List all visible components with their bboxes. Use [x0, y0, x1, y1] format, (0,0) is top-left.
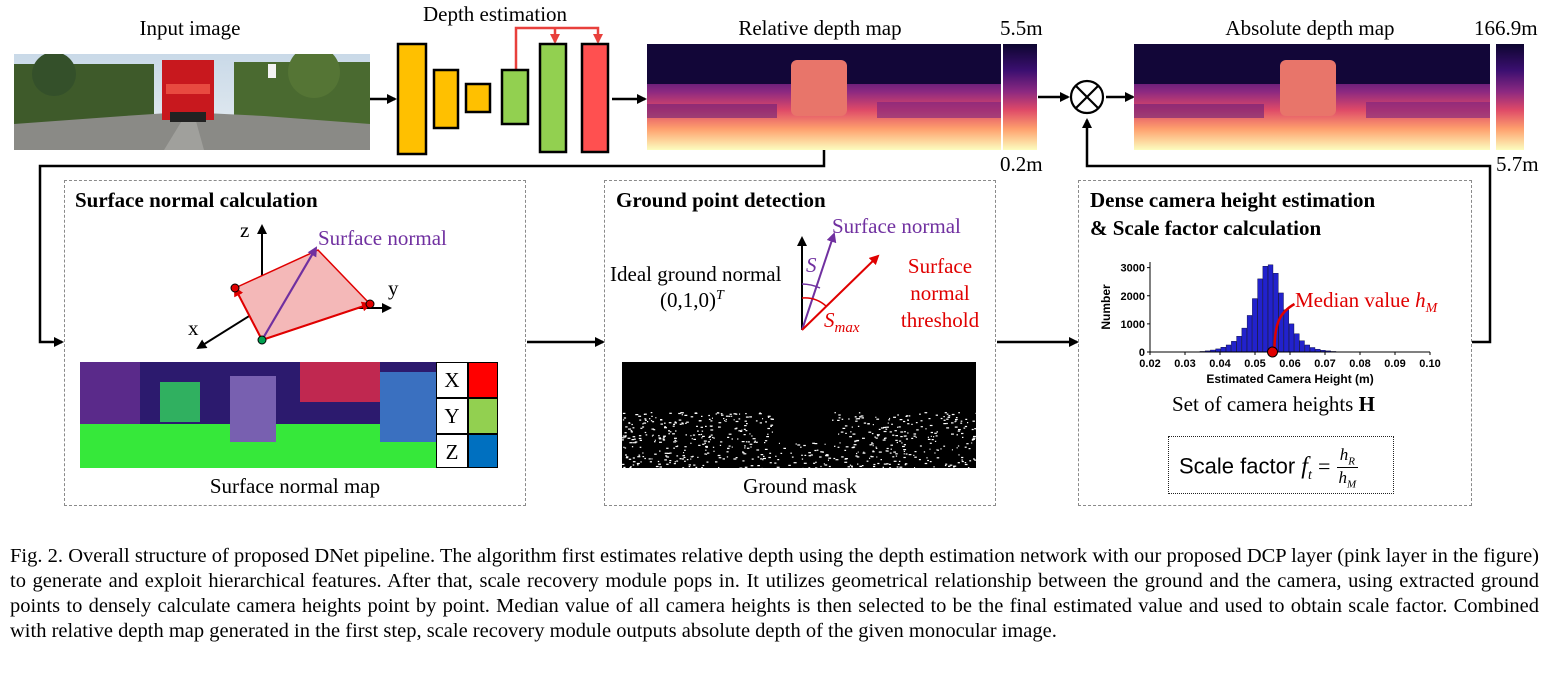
pipeline-arrows [38, 26, 1492, 347]
relative-min-label: 0.2m [1000, 152, 1043, 176]
surface-normal-label-2: Surface normal [832, 214, 961, 238]
y-tick-label: 2000 [1121, 291, 1145, 303]
median-value-label: Median value hM [1295, 288, 1438, 317]
threshold-label-2: normal [910, 281, 970, 305]
depth-network [396, 42, 610, 156]
y-axis-label: Number [1099, 284, 1113, 330]
surface-normal-title: Surface normal calculation [75, 188, 318, 212]
x-tick-label: 0.06 [1279, 358, 1300, 370]
histogram-bar [1304, 344, 1310, 353]
axis-x-label: x [188, 316, 199, 340]
ground-point-box [604, 180, 996, 506]
camera-height-title-1: Dense camera height estimation [1090, 188, 1376, 212]
threshold-label-3: threshold [900, 308, 980, 332]
legend-x-text: X [444, 368, 460, 392]
histogram-bar [1294, 333, 1300, 353]
surface-normal-vector [801, 232, 837, 331]
x-tick-label: 0.02 [1139, 358, 1160, 370]
histogram-bar [1236, 336, 1242, 353]
x-tick-label: 0.07 [1314, 358, 1335, 370]
ground-point-title: Ground point detection [616, 188, 826, 212]
encoder-layer-2 [432, 68, 460, 130]
relative-colorbar [1003, 44, 1037, 150]
surface-normal-diagram [196, 224, 392, 350]
legend-y-text: Y [444, 404, 460, 428]
histogram-bar [1283, 309, 1289, 353]
histogram-bar [1220, 347, 1226, 353]
relative-max-label: 5.5m [1000, 16, 1043, 40]
encoder-layer-1 [396, 42, 428, 156]
legend-z-swatch [468, 434, 498, 468]
x-tick-label: 0.05 [1244, 358, 1265, 370]
s-label: S [806, 253, 817, 277]
ground-mask-label: Ground mask [743, 474, 857, 498]
histogram-bar [1241, 327, 1247, 353]
x-tick-label: 0.04 [1209, 358, 1231, 370]
axis-y-label: y [388, 276, 399, 300]
smax-label: Smax [824, 308, 860, 337]
histogram-bar [1309, 347, 1316, 353]
encoder-layer-3 [464, 82, 492, 114]
x-tick-label: 0.10 [1419, 358, 1440, 370]
depth-estimation-label: Depth estimation [422, 2, 568, 26]
decoder-layer-2 [538, 42, 568, 154]
legend-z-letter [436, 434, 468, 468]
y-tick-label: 3000 [1121, 263, 1145, 275]
normal-vector [261, 246, 318, 341]
histogram-bar [1262, 266, 1268, 353]
histogram-bar [1252, 298, 1258, 353]
dcp-layer [580, 42, 610, 154]
camera-height-histogram: 0 1000 2000 3000 0.02 0.03 0.04 0.05 0.06 0.07 0.0… [1099, 262, 1441, 386]
legend-z-text: Z [445, 440, 459, 464]
input-image [14, 54, 370, 150]
histogram-bar [1231, 341, 1237, 353]
threshold-vector [801, 254, 880, 331]
scale-factor-box: Scale factor ft = hR hM [1168, 436, 1394, 494]
histogram-bar [1299, 340, 1305, 353]
histogram-bar [1225, 344, 1232, 353]
legend-x-letter [436, 362, 468, 398]
histogram-bar [1257, 278, 1263, 353]
set-of-heights-label: Set of camera heights H [1172, 392, 1375, 416]
decoder-layer-1 [500, 68, 530, 126]
relative-depth-map-label: Relative depth map [738, 16, 902, 40]
median-point [1267, 346, 1278, 358]
legend-x-swatch [468, 362, 498, 398]
surface-normal-map [80, 362, 436, 468]
ground-normal-diagram [797, 232, 880, 331]
threshold-label-1: Surface [907, 254, 973, 278]
absolute-max-label: 166.9m [1474, 16, 1538, 40]
surface-normal-box [64, 180, 526, 506]
x-tick-label: 0.08 [1349, 358, 1370, 370]
ground-mask [622, 362, 976, 468]
histogram-bar [1288, 323, 1295, 353]
y-tick-label: 1000 [1121, 319, 1145, 331]
histogram-bar [1267, 264, 1274, 353]
histogram-bar [1246, 315, 1253, 353]
legend-y-swatch [468, 398, 498, 434]
scale-fraction: hR hM [1336, 445, 1359, 491]
camera-height-title-2: & Scale factor calculation [1090, 216, 1322, 240]
ideal-normal-vector-label: (0,1,0)T [660, 288, 724, 312]
absolute-depth-map-label: Absolute depth map [1225, 16, 1395, 40]
legend-y-letter [436, 398, 468, 434]
y-tick-label: 0 [1139, 347, 1145, 359]
absolute-depth-map [1134, 44, 1490, 150]
ideal-normal-label: Ideal ground normal [610, 262, 782, 286]
camera-height-box [1078, 180, 1472, 506]
figure-caption: Fig. 2. Overall structure of proposed DN… [10, 545, 1539, 642]
surface-normal-map-label: Surface normal map [209, 474, 381, 498]
relative-depth-map [647, 44, 1001, 150]
x-axis-label: Estimated Camera Height (m) [1206, 372, 1373, 386]
median-arrow [1273, 302, 1296, 351]
absolute-colorbar [1496, 44, 1524, 150]
axis-z-label: z [240, 218, 250, 242]
x-tick-label: 0.03 [1174, 358, 1195, 370]
absolute-min-label: 5.7m [1496, 152, 1539, 176]
x-tick-label: 0.09 [1384, 358, 1405, 370]
surface-normal-vector-label: Surface normal [318, 226, 447, 250]
input-image-label: Input image [139, 16, 241, 40]
